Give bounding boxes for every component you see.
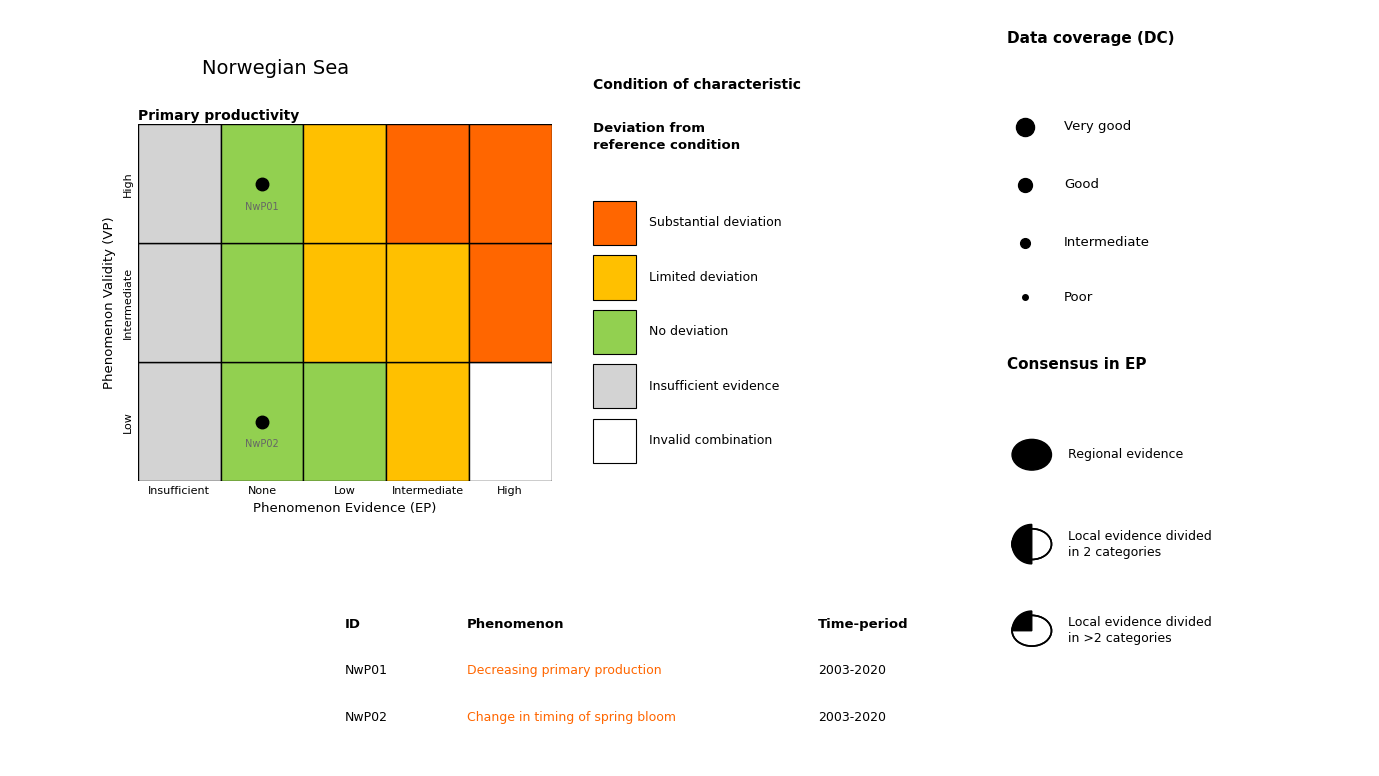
Bar: [303, 362, 386, 481]
Text: 2003-2020: 2003-2020: [818, 711, 887, 724]
Text: Decreasing primary production: Decreasing primary production: [466, 664, 662, 677]
Bar: [469, 362, 552, 481]
Bar: [469, 124, 552, 243]
Text: Data coverage (DC): Data coverage (DC): [1007, 31, 1174, 46]
Bar: [386, 362, 469, 481]
Bar: [593, 310, 636, 354]
Bar: [593, 418, 636, 463]
Text: Very good: Very good: [1065, 120, 1131, 133]
Bar: [138, 243, 221, 362]
Text: Primary productivity: Primary productivity: [138, 109, 299, 123]
X-axis label: Phenomenon Evidence (EP): Phenomenon Evidence (EP): [254, 501, 436, 514]
Text: Consensus in EP: Consensus in EP: [1007, 357, 1146, 372]
Text: Insufficient evidence: Insufficient evidence: [650, 379, 779, 393]
Text: Invalid combination: Invalid combination: [650, 435, 772, 447]
Text: Norwegian Sea: Norwegian Sea: [203, 59, 349, 78]
Bar: [303, 243, 386, 362]
Text: ID: ID: [345, 618, 361, 631]
Bar: [386, 243, 469, 362]
Text: Phenomenon: Phenomenon: [466, 618, 564, 631]
Text: NwP02: NwP02: [245, 439, 279, 449]
Text: Condition of characteristic: Condition of characteristic: [593, 78, 801, 92]
Circle shape: [1012, 528, 1052, 559]
Y-axis label: Phenomenon Validity (VP): Phenomenon Validity (VP): [103, 217, 116, 389]
Bar: [593, 255, 636, 300]
Text: Limited deviation: Limited deviation: [650, 271, 758, 284]
Text: NwP01: NwP01: [245, 202, 279, 212]
Text: Good: Good: [1065, 178, 1099, 191]
Text: Regional evidence: Regional evidence: [1067, 449, 1183, 461]
Text: Time-period: Time-period: [818, 618, 909, 631]
Bar: [593, 364, 636, 408]
Circle shape: [1012, 615, 1052, 646]
Text: Deviation from
reference condition: Deviation from reference condition: [593, 122, 741, 152]
Text: Change in timing of spring bloom: Change in timing of spring bloom: [466, 711, 676, 724]
Text: NwP01: NwP01: [345, 664, 387, 677]
Text: Local evidence divided
in >2 categories: Local evidence divided in >2 categories: [1067, 616, 1211, 645]
Bar: [221, 362, 303, 481]
Bar: [386, 124, 469, 243]
Text: Poor: Poor: [1065, 291, 1094, 304]
Text: Local evidence divided
in 2 categories: Local evidence divided in 2 categories: [1067, 530, 1211, 559]
Bar: [138, 124, 221, 243]
Bar: [469, 243, 552, 362]
Text: 2003-2020: 2003-2020: [818, 664, 887, 677]
Bar: [138, 362, 221, 481]
Polygon shape: [1012, 611, 1031, 631]
Bar: [303, 124, 386, 243]
Bar: [221, 243, 303, 362]
Bar: [221, 124, 303, 243]
Text: NwP02: NwP02: [345, 711, 387, 724]
Text: Intermediate: Intermediate: [1065, 236, 1150, 249]
Circle shape: [1012, 439, 1052, 470]
Polygon shape: [1012, 525, 1031, 564]
Text: No deviation: No deviation: [650, 325, 728, 338]
Bar: [593, 201, 636, 245]
Text: Substantial deviation: Substantial deviation: [650, 217, 782, 230]
